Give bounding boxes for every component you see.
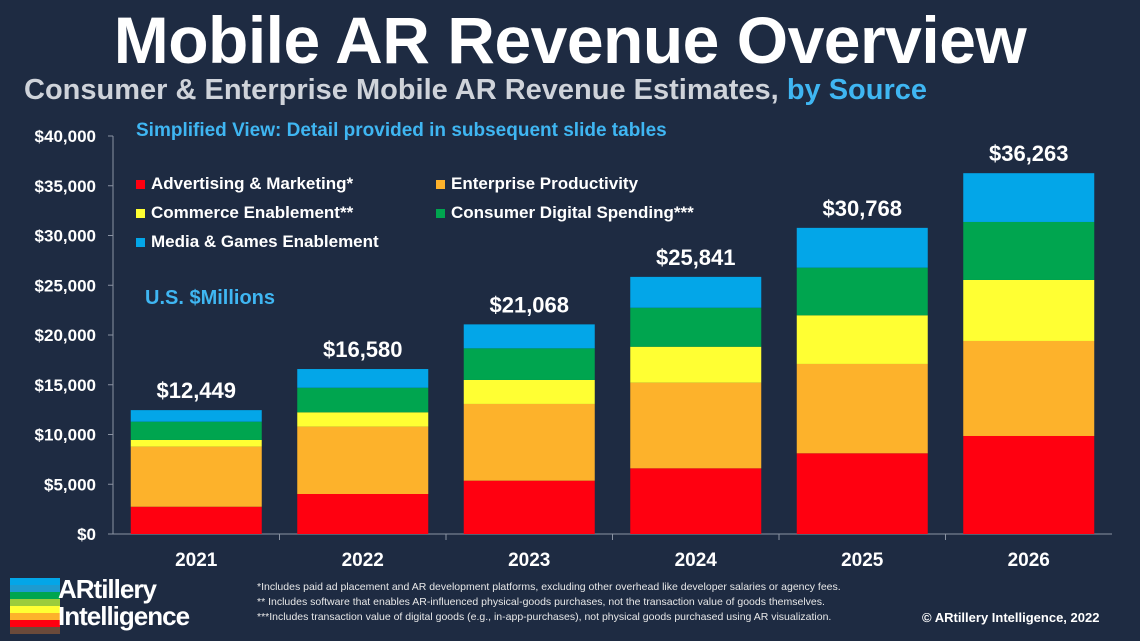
legend-swatch [136, 208, 145, 218]
x-tick-label: 2021 [175, 550, 218, 571]
bar-segment-media-games-enablement [463, 324, 595, 349]
x-tick-label: 2025 [841, 550, 884, 571]
legend-item: Enterprise Productivity [436, 174, 638, 194]
x-tick-label: 2022 [342, 550, 384, 571]
legend-swatch [136, 179, 145, 189]
legend-item: Advertising & Marketing* [136, 174, 353, 194]
y-tick-label: $35,000 [35, 177, 96, 196]
chart-note: Simplified View: Detail provided in subs… [136, 120, 667, 141]
y-tick-label: $10,000 [35, 426, 96, 445]
total-label: $12,449 [156, 378, 236, 403]
y-tick-label: $30,000 [35, 227, 96, 246]
bar-segment-media-games-enablement [130, 410, 262, 422]
bar-segment-commerce-enablement [796, 315, 928, 364]
subtitle-highlight: by Source [786, 74, 928, 106]
logo-line2: Intelligence [58, 601, 190, 631]
copyright: © ARtillery Intelligence, 2022 [922, 610, 1100, 625]
legend-swatch [136, 237, 145, 247]
bar-segment-commerce-enablement [463, 379, 595, 404]
logo-line1: ARtillery [58, 574, 157, 604]
legend-label: Enterprise Productivity [451, 174, 639, 193]
y-tick-label: $0 [77, 525, 96, 544]
subtitle-text: Consumer & Enterprise Mobile AR Revenue … [24, 74, 779, 106]
bar-segment-media-games-enablement [796, 227, 928, 268]
total-label: $30,768 [822, 196, 902, 221]
bar-segment-enterprise-productivity [463, 403, 595, 481]
units-label: U.S. $Millions [145, 287, 276, 309]
legend-swatch [436, 208, 445, 218]
bar-segment-consumer-digital-spending [130, 421, 262, 440]
subtitle: Consumer & Enterprise Mobile AR Revenue … [24, 74, 927, 107]
total-label: $16,580 [323, 337, 403, 362]
bar-segment-consumer-digital-spending [796, 267, 928, 316]
legend-item: Media & Games Enablement [136, 232, 379, 252]
bar-segment-advertising-marketing [463, 480, 595, 534]
bar-segment-consumer-digital-spending [297, 387, 429, 413]
legend-label: Commerce Enablement** [151, 203, 354, 222]
artillery-logo: ARtillery Intelligence [10, 574, 230, 634]
bar-segment-commerce-enablement [130, 439, 262, 447]
bar-segment-consumer-digital-spending [630, 307, 762, 347]
bar-segment-advertising-marketing [130, 506, 262, 534]
footnote: ***Includes transaction value of digital… [257, 611, 832, 623]
bar-segment-enterprise-productivity [963, 340, 1095, 436]
legend-label: Advertising & Marketing* [151, 174, 354, 193]
logo-mark [10, 578, 60, 634]
y-tick-label: $40,000 [35, 127, 96, 146]
legend-label: Media & Games Enablement [151, 232, 379, 251]
footnote: *Includes paid ad placement and AR devel… [257, 581, 841, 593]
x-tick-label: 2024 [675, 550, 718, 571]
total-label: $21,068 [489, 292, 569, 317]
total-label: $25,841 [656, 245, 736, 270]
bar-segment-commerce-enablement [297, 412, 429, 427]
footnotes: *Includes paid ad placement and AR devel… [257, 580, 841, 625]
x-tick-label: 2023 [508, 550, 550, 571]
bar-segment-enterprise-productivity [297, 426, 429, 495]
bar-segment-media-games-enablement [297, 369, 429, 388]
y-tick-label: $15,000 [35, 376, 96, 395]
bar-segment-enterprise-productivity [630, 382, 762, 469]
bar-segment-media-games-enablement [963, 173, 1095, 222]
bar-segment-advertising-marketing [796, 453, 928, 534]
footnote: ** Includes software that enables AR-inf… [257, 596, 825, 608]
bar-segment-advertising-marketing [630, 468, 762, 534]
page-title: Mobile AR Revenue Overview [113, 3, 1027, 77]
bar-segment-enterprise-productivity [796, 363, 928, 454]
legend-label: Consumer Digital Spending*** [451, 203, 694, 222]
legend-item: Commerce Enablement** [136, 203, 353, 223]
bar-segment-media-games-enablement [630, 276, 762, 308]
bar-segment-advertising-marketing [963, 435, 1095, 534]
bar-segment-commerce-enablement [630, 346, 762, 383]
bar-segment-consumer-digital-spending [963, 221, 1095, 280]
bar-segment-consumer-digital-spending [463, 348, 595, 380]
legend-swatch [436, 179, 445, 189]
bar-segment-advertising-marketing [297, 494, 429, 534]
legend-item: Consumer Digital Spending*** [436, 203, 694, 223]
total-label: $36,263 [989, 141, 1069, 166]
y-tick-label: $5,000 [44, 475, 96, 494]
y-tick-label: $25,000 [35, 276, 96, 295]
x-tick-label: 2026 [1008, 550, 1050, 571]
y-tick-label: $20,000 [35, 326, 96, 345]
bar-segment-commerce-enablement [963, 279, 1095, 341]
bar-segment-enterprise-productivity [130, 446, 262, 507]
